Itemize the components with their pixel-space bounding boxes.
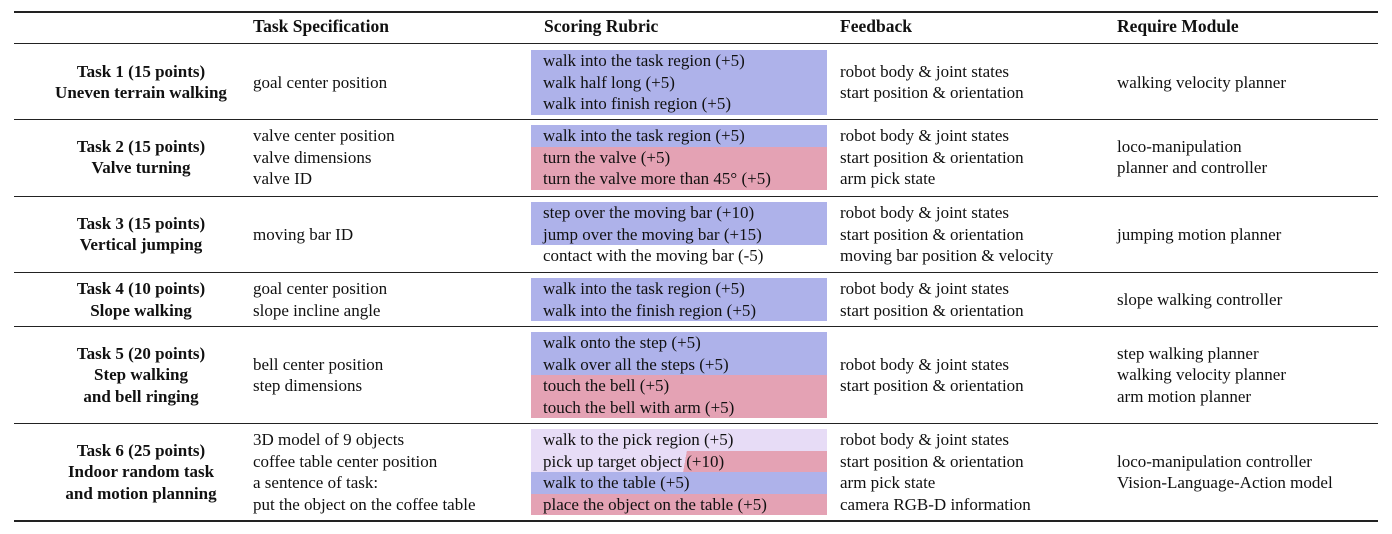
feedback-line: robot body & joint states (840, 126, 1010, 145)
task-name: Vertical jumping (79, 235, 203, 255)
rubric-item: walk into the task region (+5) (531, 50, 827, 72)
rubric-item: walk into finish region (+5) (531, 93, 827, 115)
header-scoring-rubric: Scoring Rubric (544, 16, 659, 36)
table-top-rule (14, 11, 1378, 13)
task-spec-line: goal center position (253, 279, 388, 298)
rubric-item: walk into the task region (+5) (531, 278, 827, 300)
feedback-line: robot body & joint states (840, 430, 1010, 449)
task-name: Step walking (94, 365, 188, 385)
task-spec-line: 3D model of 9 objects (253, 430, 405, 449)
module-line: loco-manipulation (1117, 136, 1242, 156)
task-name: Indoor random task (67, 462, 215, 482)
task-name: and motion planning (65, 483, 217, 503)
rubric-item: turn the valve (+5) (531, 146, 827, 168)
rubric-item: jump over the moving bar (+15) (531, 223, 827, 245)
feedback-line: start position & orientation (840, 83, 1024, 103)
module-line: slope walking controller (1117, 289, 1283, 309)
header-task-specification: Task Specification (253, 16, 389, 36)
task-title: Task 3 (15 points) (76, 213, 206, 233)
feedback-line: arm pick state (840, 473, 936, 492)
feedback-line: start position & orientation (840, 376, 1024, 395)
feedback-line: robot body & joint states (840, 203, 1010, 222)
rubric-item: walk into the task region (+5) (531, 125, 827, 147)
rubric-item: walk over all the steps (+5) (531, 353, 827, 375)
table-bottom-rule (14, 520, 1378, 522)
rubric-item: walk half long (+5) (531, 71, 827, 93)
feedback-line: camera RGB-D information (840, 494, 1031, 514)
module-line: walking velocity planner (1117, 72, 1287, 92)
task-name: Slope walking (90, 300, 192, 320)
task-spec-line: a sentence of task: (253, 473, 379, 492)
task-title: Task 4 (10 points) (76, 279, 206, 298)
feedback-line: start position & orientation (840, 300, 1024, 320)
task-spec-line: step dimensions (253, 376, 363, 395)
task-spec-line: bell center position (253, 354, 384, 374)
rubric-item: touch the bell with arm (+5) (531, 396, 827, 418)
row-separator-4 (14, 326, 1378, 327)
task-spec-line: put the object on the coffee table (253, 494, 476, 514)
rubric-item: walk into the finish region (+5) (531, 299, 827, 321)
rubric-item: turn the valve more than 45° (+5) (531, 168, 827, 190)
module-line: walking velocity planner (1117, 365, 1287, 385)
row-separator-2 (14, 196, 1378, 197)
task-spec-line: valve ID (253, 169, 313, 188)
task-spec-line: slope incline angle (253, 300, 381, 320)
row-separator-3 (14, 272, 1378, 273)
feedback-line: robot body & joint states (840, 279, 1010, 298)
task-spec-line: goal center position (253, 72, 388, 92)
feedback-line: start position & orientation (840, 451, 1024, 471)
feedback-line: start position & orientation (840, 224, 1024, 244)
rubric-item: touch the bell (+5) (531, 375, 827, 397)
task-spec-line: valve center position (253, 126, 395, 145)
rubric-item: place the object on the table (+5) (531, 493, 827, 515)
rubric-item: step over the moving bar (+10) (531, 202, 827, 224)
module-line: loco-manipulation controller (1117, 451, 1312, 471)
rubric-item: walk to the pick region (+5) (531, 429, 827, 451)
module-line: step walking planner (1117, 343, 1259, 363)
feedback-line: start position & orientation (840, 147, 1024, 167)
header-rule (14, 43, 1378, 44)
task-name: and bell ringing (83, 386, 199, 406)
row-separator-5 (14, 423, 1378, 424)
rubric-item: walk to the table (+5) (531, 472, 827, 494)
header-feedback: Feedback (840, 16, 912, 36)
module-line: Vision-Language-Action model (1117, 473, 1333, 492)
feedback-line: moving bar position & velocity (840, 246, 1054, 265)
task-spec-line: valve dimensions (253, 147, 372, 167)
feedback-line: robot body & joint states (840, 354, 1010, 374)
module-line: arm motion planner (1117, 386, 1252, 406)
task-title: Task 6 (25 points) (76, 440, 206, 460)
header-require-module: Require Module (1117, 16, 1239, 36)
row-separator-1 (14, 119, 1378, 120)
task-title: Task 5 (20 points) (76, 343, 206, 363)
task-title: Task 2 (15 points) (76, 136, 206, 156)
rubric-item: contact with the moving bar (-5) (543, 246, 764, 265)
task-title: Task 1 (15 points) (76, 61, 206, 81)
module-line: jumping motion planner (1117, 224, 1282, 244)
task-spec-line: coffee table center position (253, 451, 438, 471)
feedback-line: robot body & joint states (840, 61, 1010, 81)
task-spec-line: moving bar ID (253, 224, 354, 244)
rubric-item: walk onto the step (+5) (531, 332, 827, 354)
task-name: Uneven terrain walking (55, 83, 227, 103)
module-line: planner and controller (1117, 158, 1268, 178)
feedback-line: arm pick state (840, 169, 936, 188)
rubric-item: pick up target object (+10) (531, 450, 827, 472)
task-name: Valve turning (91, 158, 191, 178)
